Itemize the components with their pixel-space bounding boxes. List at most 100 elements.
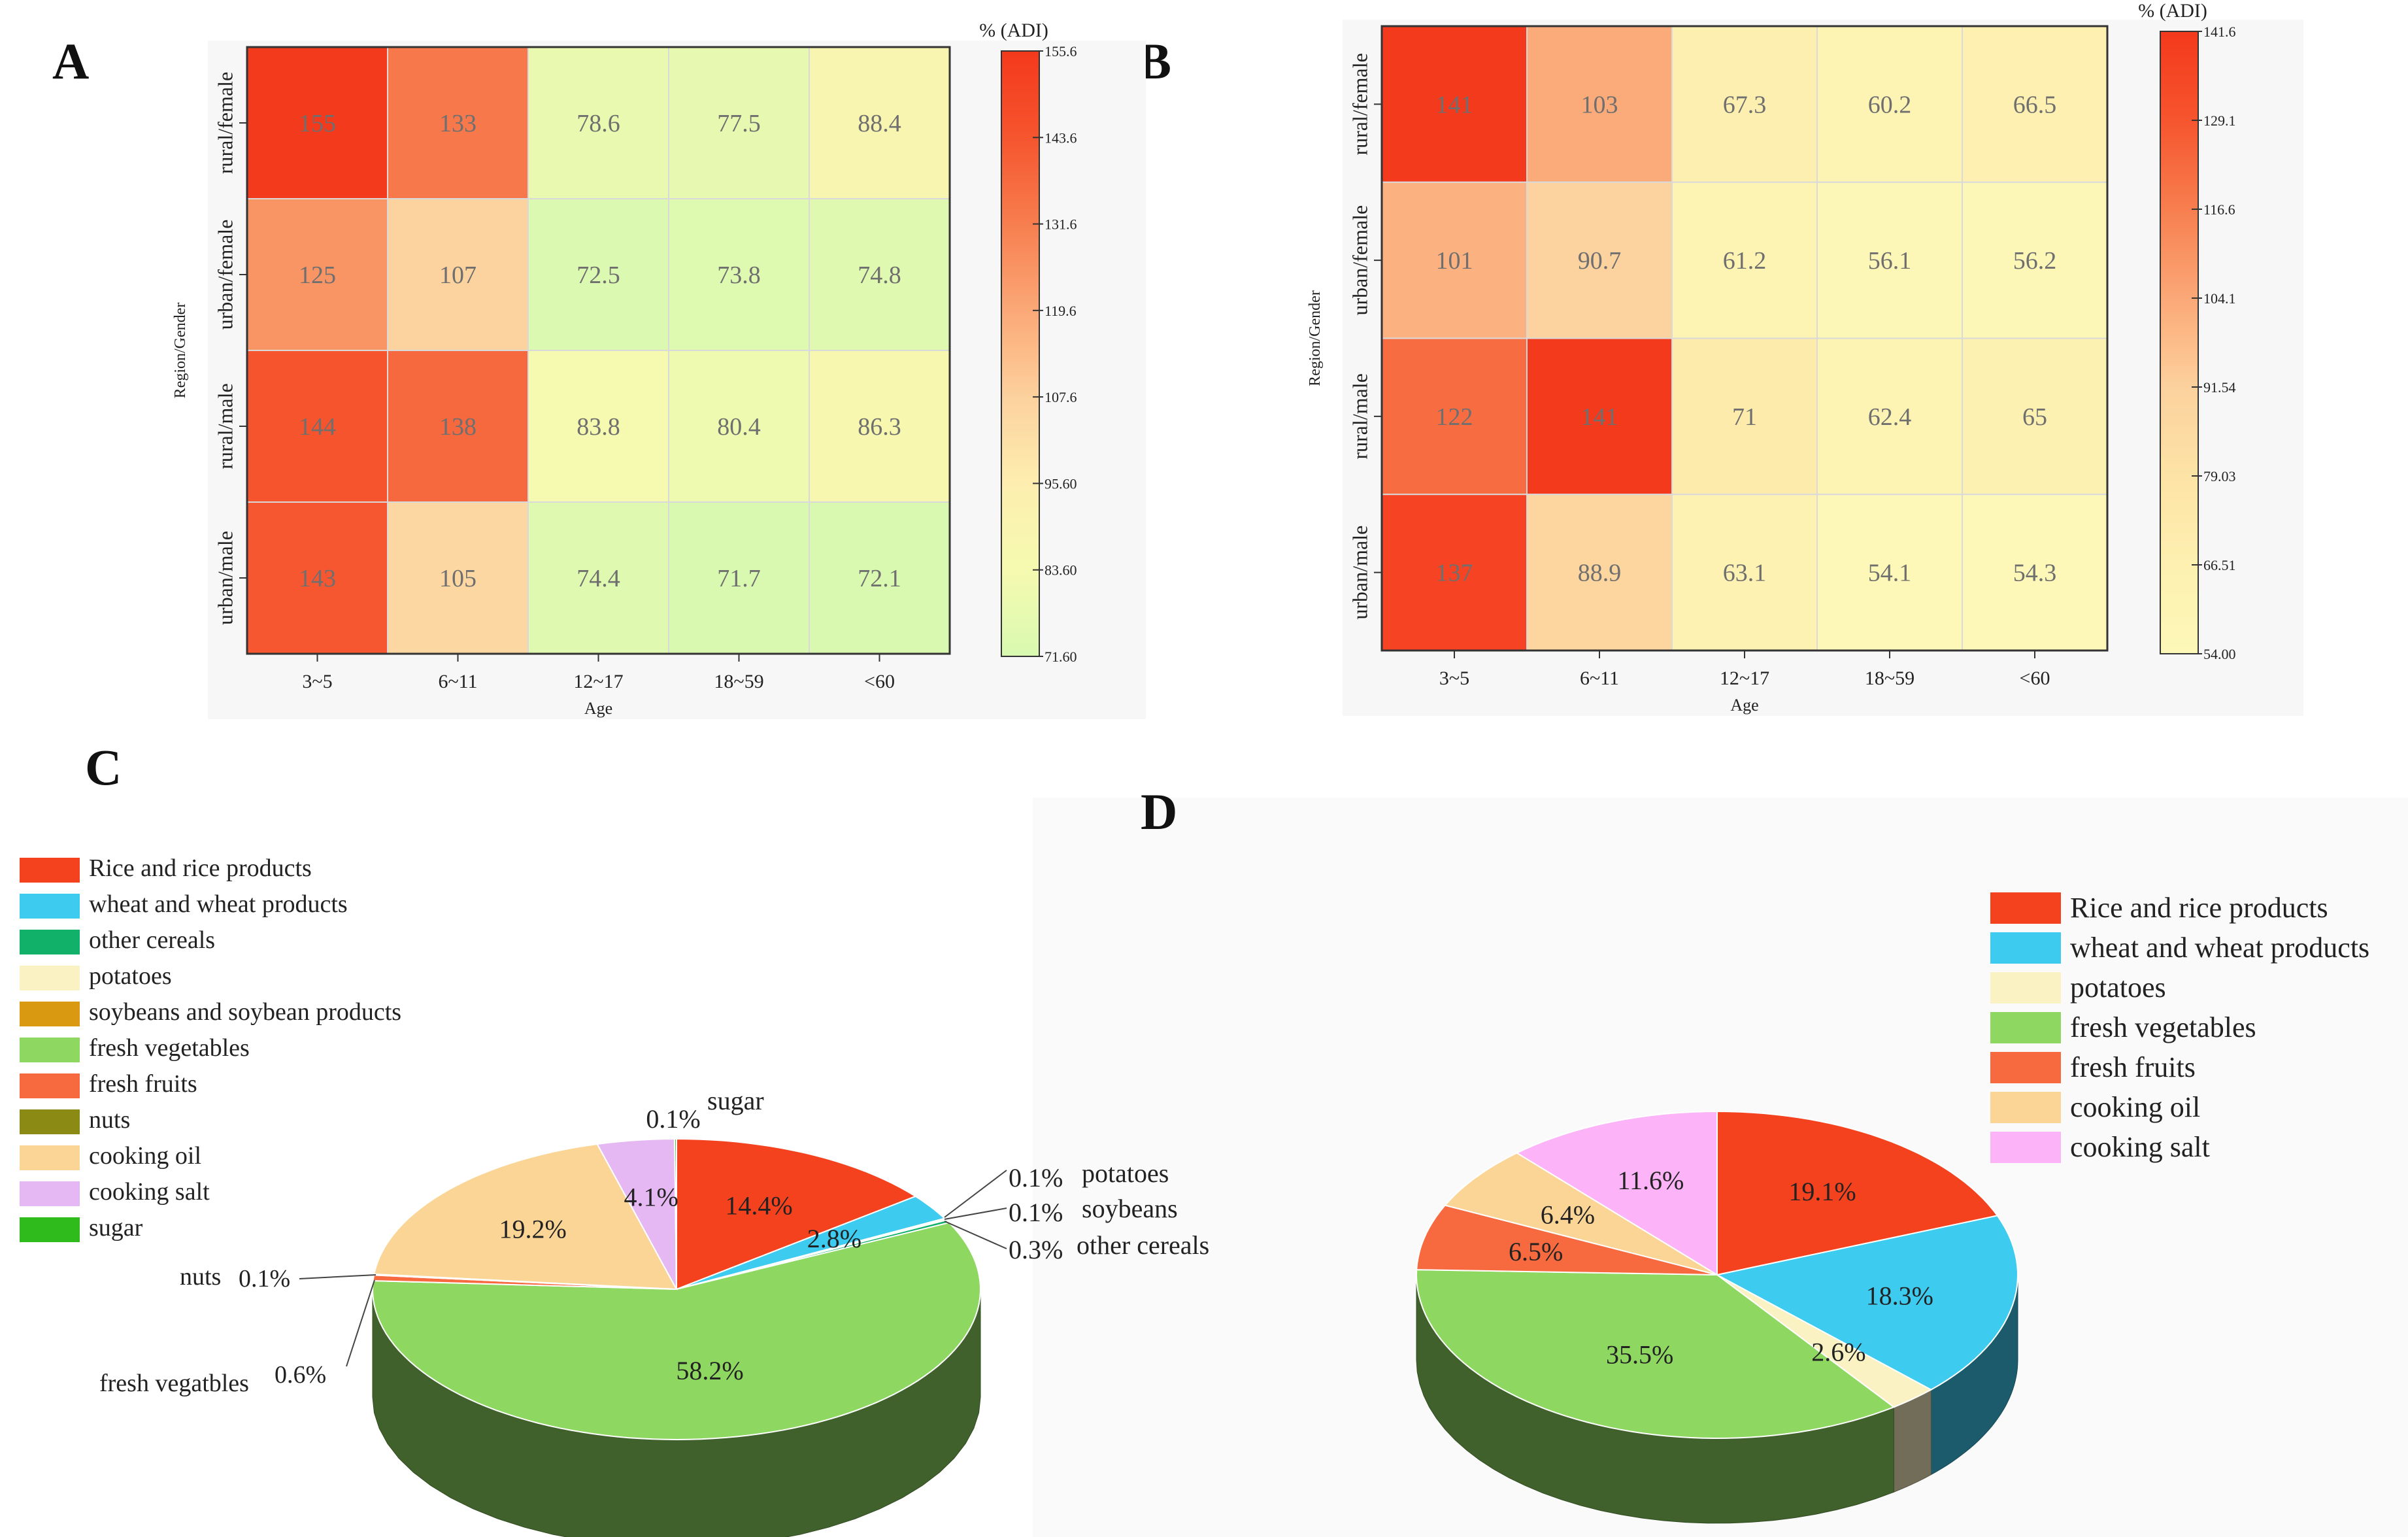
x-tick-label: 6~11	[438, 671, 477, 692]
legend-swatch	[1990, 1092, 2061, 1123]
legend-label: wheat and wheat products	[89, 890, 348, 918]
heatmap-cell	[1526, 25, 1673, 183]
heatmap-cell	[387, 350, 529, 503]
callout-line	[944, 1208, 1007, 1220]
colorbar-tick-label: 116.6	[2203, 201, 2235, 218]
x-tick-label: <60	[864, 671, 895, 692]
slice-value-label: 18.3%	[1866, 1281, 1933, 1310]
heatmap-b: 141 103 67.3 60.2 66.5 101 90.7 61.2 56.1 56.2 122…	[1307, 0, 2303, 716]
legend-label: fresh fruits	[89, 1070, 197, 1098]
legend-swatch	[20, 894, 80, 919]
callout-line	[299, 1274, 376, 1279]
x-tick-label: 6~11	[1580, 667, 1619, 689]
heatmap-cell	[246, 46, 388, 199]
y-tick-label: rural/female	[213, 72, 237, 174]
heatmap-cell	[1816, 494, 1963, 651]
cell-value-label: 72.1	[858, 565, 901, 592]
legend-swatch	[20, 966, 80, 990]
heatmap-cell	[527, 198, 669, 351]
colorbar-tick-label: 141.6	[2203, 24, 2236, 40]
legend-label: cooking oil	[2070, 1091, 2200, 1123]
legend-label: fresh vegetables	[2070, 1011, 2256, 1043]
callout-name: other cereals	[1077, 1230, 1209, 1260]
heatmap-cell	[1526, 337, 1673, 496]
pie-slice	[676, 1138, 917, 1291]
callout-percent: 0.6%	[275, 1361, 326, 1389]
y-tick-label: urban/male	[1348, 526, 1371, 620]
cell-value-label: 80.4	[717, 413, 761, 441]
heatmap-cell	[1526, 181, 1673, 339]
colorbar-tick-label: 104.1	[2203, 290, 2236, 307]
panel-label-a: A	[52, 33, 89, 90]
legend-label: potatoes	[2070, 971, 2166, 1004]
cell-value-label: 103	[1581, 91, 1618, 118]
heatmap-cell	[246, 350, 388, 503]
callout-name: soybeans	[1082, 1194, 1178, 1223]
heatmap-cell	[1962, 494, 2108, 651]
slice-value-label: 19.1%	[1788, 1177, 1856, 1206]
heatmap-cell	[1381, 337, 1528, 496]
cell-value-label: 54.3	[2013, 560, 2057, 587]
legend-swatch	[20, 858, 80, 883]
heatmap-cell	[1671, 181, 1818, 339]
cell-value-label: 74.8	[858, 262, 901, 289]
legend-swatch	[20, 930, 80, 954]
colorbar-tick-label: 71.60	[1045, 649, 1077, 665]
legend-label: wheat and wheat products	[2070, 932, 2369, 964]
x-tick-label: 3~5	[302, 671, 332, 692]
heatmap-cell	[668, 501, 810, 654]
y-tick-label: rural/male	[213, 383, 237, 469]
colorbar-title: % (ADI)	[979, 20, 1048, 41]
cell-value-label: 86.3	[858, 413, 901, 441]
legend-swatch	[20, 1073, 80, 1098]
legend-swatch	[20, 1002, 80, 1026]
cell-value-label: 54.1	[1868, 560, 1912, 587]
cell-value-label: 73.8	[717, 262, 761, 289]
legend-swatch	[20, 1217, 80, 1242]
callout-name: fresh vegatbles	[99, 1370, 249, 1397]
pie-slice	[1416, 1204, 1718, 1275]
legend-swatch	[1990, 1132, 2061, 1163]
legend-swatch	[20, 1038, 80, 1062]
legend-swatch	[20, 1145, 80, 1170]
legend-label: fresh fruits	[2070, 1051, 2196, 1083]
cell-value-label: 138	[439, 413, 477, 441]
cell-value-label: 88.9	[1578, 560, 1622, 587]
cell-value-label: 137	[1436, 560, 1473, 587]
callout-percent: 0.3%	[1009, 1235, 1063, 1264]
x-tick-label: 18~59	[1865, 667, 1915, 689]
colorbar-tick-label: 143.6	[1045, 129, 1077, 146]
legend-swatch	[20, 1109, 80, 1134]
legend-label: potatoes	[89, 962, 172, 990]
pie-slice	[372, 1222, 981, 1441]
colorbar-tick-label: 107.6	[1045, 389, 1077, 405]
slice-value-label: 11.6%	[1617, 1166, 1684, 1195]
cell-value-label: 83.8	[577, 413, 620, 441]
heatmap-cell	[1671, 494, 1818, 651]
heatmap-cell	[809, 46, 950, 199]
heatmap-cell	[1816, 337, 1963, 496]
slice-value-label: 14.4%	[725, 1191, 792, 1221]
pie-slice	[1715, 1215, 2019, 1391]
legend-label: Rice and rice products	[2070, 892, 2328, 924]
pie-chart-c: 14.4% 2.8% 58.2% 19.2% 4.1% Rice and rice pro…	[20, 854, 1209, 1537]
heatmap-cell	[668, 198, 810, 351]
cell-value-label: 101	[1436, 247, 1473, 275]
cell-value-label: 122	[1436, 403, 1473, 431]
legend-swatch	[1990, 932, 2061, 964]
colorbar-tick-label: 155.6	[1045, 43, 1077, 59]
legend-swatch	[1990, 1052, 2061, 1083]
colorbar-tick-label: 95.60	[1045, 475, 1077, 492]
cell-value-label: 155	[299, 110, 336, 137]
cell-value-label: 77.5	[717, 110, 761, 137]
heatmap-cell	[1381, 494, 1528, 651]
callout-line	[346, 1279, 375, 1367]
cell-value-label: 144	[299, 413, 336, 441]
cell-value-label: 61.2	[1723, 247, 1767, 275]
panel-label-c: C	[85, 739, 122, 796]
heatmap-cell	[1526, 494, 1673, 651]
cell-value-label: 63.1	[1723, 560, 1767, 587]
pie-slice	[676, 1195, 946, 1290]
cell-value-label: 62.4	[1868, 403, 1912, 431]
